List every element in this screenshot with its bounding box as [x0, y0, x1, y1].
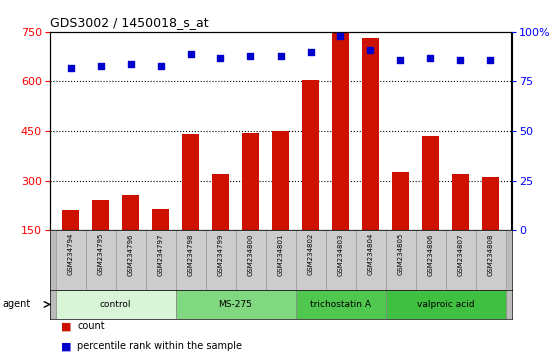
Text: GDS3002 / 1450018_s_at: GDS3002 / 1450018_s_at — [50, 16, 208, 29]
Bar — [386, 230, 415, 290]
Point — [426, 55, 435, 61]
Point — [156, 63, 165, 68]
Text: GSM234807: GSM234807 — [458, 233, 464, 276]
Bar — [355, 230, 386, 290]
Bar — [92, 200, 109, 230]
Text: count: count — [77, 321, 104, 331]
Bar — [272, 131, 289, 230]
Bar — [332, 32, 349, 230]
Bar — [476, 230, 505, 290]
Bar — [235, 230, 266, 290]
Bar — [85, 230, 116, 290]
Point — [66, 65, 75, 70]
Point — [276, 53, 285, 58]
Bar — [386, 290, 505, 319]
Text: GSM234801: GSM234801 — [278, 233, 283, 276]
Bar — [446, 230, 476, 290]
Bar — [302, 80, 319, 230]
Bar — [415, 230, 446, 290]
Point — [96, 63, 105, 68]
Text: GSM234803: GSM234803 — [338, 233, 344, 276]
Bar — [295, 230, 326, 290]
Point — [336, 33, 345, 39]
Bar — [482, 177, 499, 230]
Point — [306, 49, 315, 55]
Point — [456, 57, 465, 62]
Text: GSM234800: GSM234800 — [248, 233, 254, 276]
Text: MS-275: MS-275 — [218, 300, 252, 309]
Text: agent: agent — [3, 299, 31, 309]
Bar — [206, 230, 235, 290]
Point — [396, 57, 405, 62]
Bar — [56, 290, 175, 319]
Bar — [392, 172, 409, 230]
Text: GSM234804: GSM234804 — [367, 233, 373, 275]
Bar — [116, 230, 146, 290]
Bar — [266, 230, 295, 290]
Text: GSM234806: GSM234806 — [427, 233, 433, 276]
Text: GSM234798: GSM234798 — [188, 233, 194, 276]
Bar — [362, 39, 379, 230]
Point — [366, 47, 375, 52]
Bar — [182, 134, 199, 230]
Text: GSM234795: GSM234795 — [97, 233, 103, 275]
Text: valproic acid: valproic acid — [417, 300, 474, 309]
Bar — [212, 174, 229, 230]
Bar — [62, 210, 79, 230]
Bar — [152, 209, 169, 230]
Bar — [452, 174, 469, 230]
Text: GSM234796: GSM234796 — [128, 233, 134, 276]
Point — [216, 55, 225, 61]
Bar — [175, 290, 295, 319]
Point — [486, 57, 495, 62]
Text: ■: ■ — [60, 341, 71, 351]
Bar — [295, 290, 386, 319]
Bar — [242, 133, 258, 230]
Bar — [175, 230, 206, 290]
Bar — [146, 230, 175, 290]
Text: GSM234808: GSM234808 — [487, 233, 493, 276]
Text: GSM234805: GSM234805 — [398, 233, 404, 275]
Text: ■: ■ — [60, 321, 71, 331]
Point — [126, 61, 135, 67]
Text: GSM234802: GSM234802 — [307, 233, 314, 275]
Text: GSM234794: GSM234794 — [68, 233, 74, 275]
Bar — [56, 230, 85, 290]
Text: GSM234797: GSM234797 — [157, 233, 163, 276]
Text: trichostatin A: trichostatin A — [310, 300, 371, 309]
Point — [186, 51, 195, 57]
Text: percentile rank within the sample: percentile rank within the sample — [77, 341, 242, 351]
Text: control: control — [100, 300, 131, 309]
Bar — [122, 195, 139, 230]
Bar — [422, 136, 439, 230]
Point — [246, 53, 255, 58]
Bar — [326, 230, 355, 290]
Text: GSM234799: GSM234799 — [217, 233, 223, 276]
